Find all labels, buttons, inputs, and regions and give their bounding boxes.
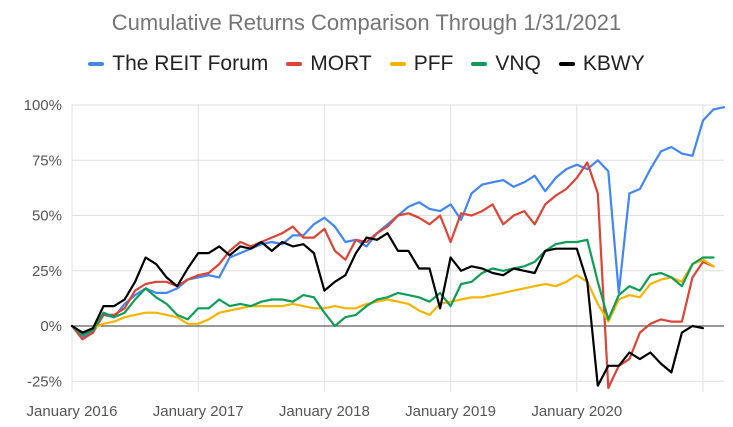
- y-tick-label: 0%: [40, 318, 62, 335]
- legend-swatch: [286, 62, 303, 66]
- legend-item-1: MORT: [286, 52, 372, 76]
- x-tick-label: January 2017: [153, 403, 244, 420]
- x-tick-label: January 2016: [27, 403, 118, 420]
- legend-item-4: KBWY: [558, 52, 645, 76]
- legend-item-0: The REIT Forum: [88, 52, 268, 76]
- legend-label: The REIT Forum: [112, 52, 269, 75]
- chart-legend: The REIT Forum MORT PFF VNQ KBWY: [0, 52, 733, 76]
- x-tick-label: January 2018: [279, 403, 370, 420]
- legend-label: MORT: [310, 52, 372, 75]
- legend-swatch: [471, 62, 488, 66]
- legend-swatch: [88, 62, 105, 66]
- legend-label: VNQ: [495, 52, 541, 75]
- series-line-3: [70, 238, 715, 336]
- y-tick-label: 50%: [32, 208, 62, 225]
- legend-label: PFF: [413, 52, 454, 75]
- legend-swatch: [558, 62, 575, 66]
- y-tick-label: 25%: [32, 263, 62, 280]
- legend-swatch: [389, 62, 406, 66]
- series-line-2: [70, 258, 715, 334]
- chart-title: Cumulative Returns Comparison Through 1/…: [111, 10, 622, 35]
- y-tick-label: 100%: [24, 97, 62, 114]
- legend-item-2: PFF: [389, 52, 454, 76]
- x-tick-label: January 2020: [531, 403, 622, 420]
- x-tick-label: January 2019: [405, 403, 496, 420]
- legend-item-3: VNQ: [471, 52, 541, 76]
- series-line-4: [70, 232, 705, 387]
- legend-label: KBWY: [582, 52, 645, 75]
- y-tick-label: 75%: [32, 152, 62, 169]
- y-tick-label: -25%: [27, 373, 62, 390]
